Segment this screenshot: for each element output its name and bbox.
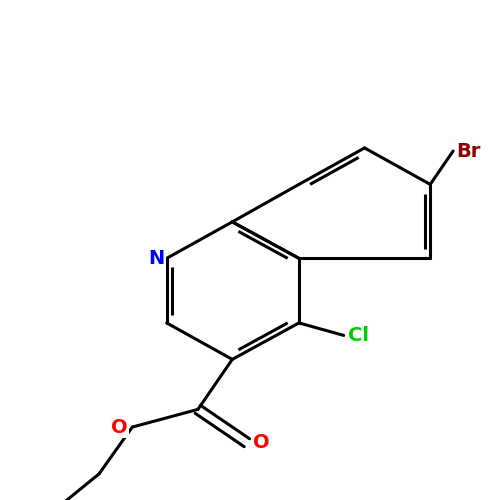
Text: Cl: Cl [348, 326, 369, 345]
Text: O: O [253, 433, 270, 452]
Text: N: N [148, 249, 164, 268]
Text: O: O [112, 418, 128, 436]
Text: Br: Br [456, 142, 480, 161]
